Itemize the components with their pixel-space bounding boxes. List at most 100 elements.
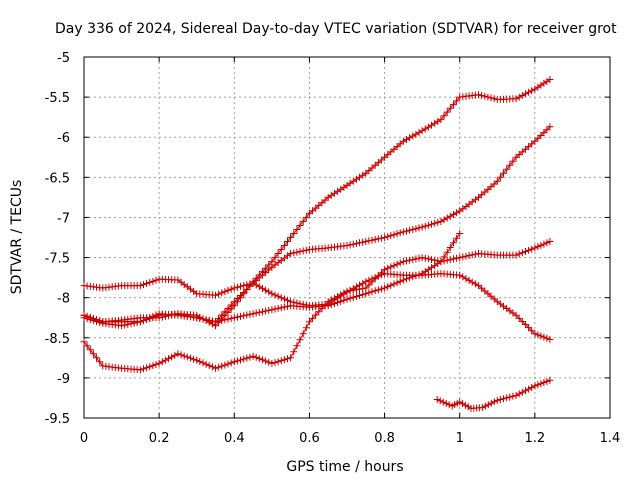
data-point — [352, 240, 360, 247]
data-point — [149, 362, 157, 370]
data-point — [252, 353, 260, 361]
data-point — [215, 318, 223, 326]
data-point — [259, 356, 266, 364]
series-line — [83, 126, 551, 327]
data-point — [230, 358, 238, 366]
data-point — [493, 396, 501, 404]
data-point — [352, 293, 360, 300]
data-point — [465, 276, 473, 284]
data-point — [271, 305, 279, 313]
data-point — [534, 381, 542, 389]
data-point — [268, 258, 276, 266]
data-point — [393, 230, 401, 238]
data-point — [255, 308, 263, 316]
data-point — [221, 312, 229, 320]
data-point — [509, 157, 517, 165]
data-point — [525, 324, 533, 332]
data-point — [399, 258, 407, 266]
data-point — [468, 251, 476, 259]
data-point — [525, 246, 533, 254]
data-point — [205, 318, 213, 326]
data-point — [406, 226, 414, 234]
data-point — [349, 293, 357, 301]
data-point — [331, 294, 338, 302]
data-point — [268, 306, 276, 314]
data-point — [359, 291, 367, 299]
data-point — [484, 401, 492, 409]
data-point — [534, 243, 542, 251]
data-point — [274, 292, 282, 300]
data-point — [540, 129, 548, 137]
data-point — [290, 230, 298, 237]
data-point — [165, 312, 172, 320]
data-point — [224, 315, 232, 323]
data-point — [440, 216, 448, 224]
data-point — [393, 260, 401, 268]
data-point — [180, 352, 188, 360]
data-point — [377, 285, 385, 293]
data-point — [202, 360, 210, 368]
data-point — [277, 304, 285, 312]
plot-frame — [83, 56, 611, 419]
data-point — [296, 248, 304, 255]
data-point — [174, 350, 182, 358]
data-point — [259, 268, 266, 276]
x-axis-title: GPS time / hours — [286, 459, 403, 475]
data-point — [439, 398, 447, 406]
data-point — [428, 121, 435, 129]
x-tick-label: 1 — [456, 431, 464, 446]
data-point — [506, 393, 514, 401]
data-point — [515, 314, 523, 322]
data-point — [346, 241, 354, 249]
data-point — [377, 269, 385, 277]
data-point — [271, 359, 279, 366]
data-point — [387, 263, 395, 271]
data-point — [396, 229, 404, 237]
data-point — [249, 310, 257, 318]
data-point — [487, 94, 495, 102]
data-point — [187, 354, 194, 362]
data-point — [199, 315, 207, 323]
data-point — [374, 235, 382, 243]
data-point — [537, 332, 545, 340]
data-point — [140, 365, 147, 373]
data-point — [450, 255, 457, 263]
data-point — [246, 282, 254, 290]
data-point — [387, 281, 395, 289]
data-point — [212, 291, 219, 299]
data-point — [503, 394, 511, 402]
data-point — [287, 234, 295, 241]
data-point — [255, 355, 263, 363]
data-point — [421, 254, 429, 262]
data-point — [421, 222, 429, 230]
data-point — [490, 398, 498, 406]
x-tick-label: 1.4 — [600, 431, 621, 446]
data-point — [371, 275, 379, 283]
data-point — [478, 92, 486, 99]
data-point — [280, 356, 288, 364]
data-point — [168, 311, 176, 319]
data-point — [459, 400, 466, 408]
data-point — [440, 112, 448, 120]
data-point — [149, 277, 157, 285]
data-point — [403, 136, 410, 143]
data-point — [140, 281, 147, 289]
data-point — [456, 254, 464, 262]
x-tick-label: 0.2 — [149, 431, 170, 446]
data-point — [158, 358, 166, 366]
data-point — [284, 302, 291, 310]
data-point — [277, 294, 285, 302]
data-point — [471, 280, 479, 288]
data-point — [418, 127, 426, 135]
y-tick-label: -7 — [57, 211, 70, 226]
data-point — [318, 304, 326, 312]
data-point — [302, 324, 310, 332]
data-point — [418, 223, 426, 231]
data-point — [428, 220, 435, 228]
data-point — [403, 275, 410, 283]
data-point — [384, 233, 392, 241]
chart-title: Day 336 of 2024, Sidereal Day-to-day VTE… — [55, 21, 617, 37]
data-point — [152, 361, 160, 368]
data-point — [356, 292, 363, 299]
data-point — [268, 290, 276, 298]
